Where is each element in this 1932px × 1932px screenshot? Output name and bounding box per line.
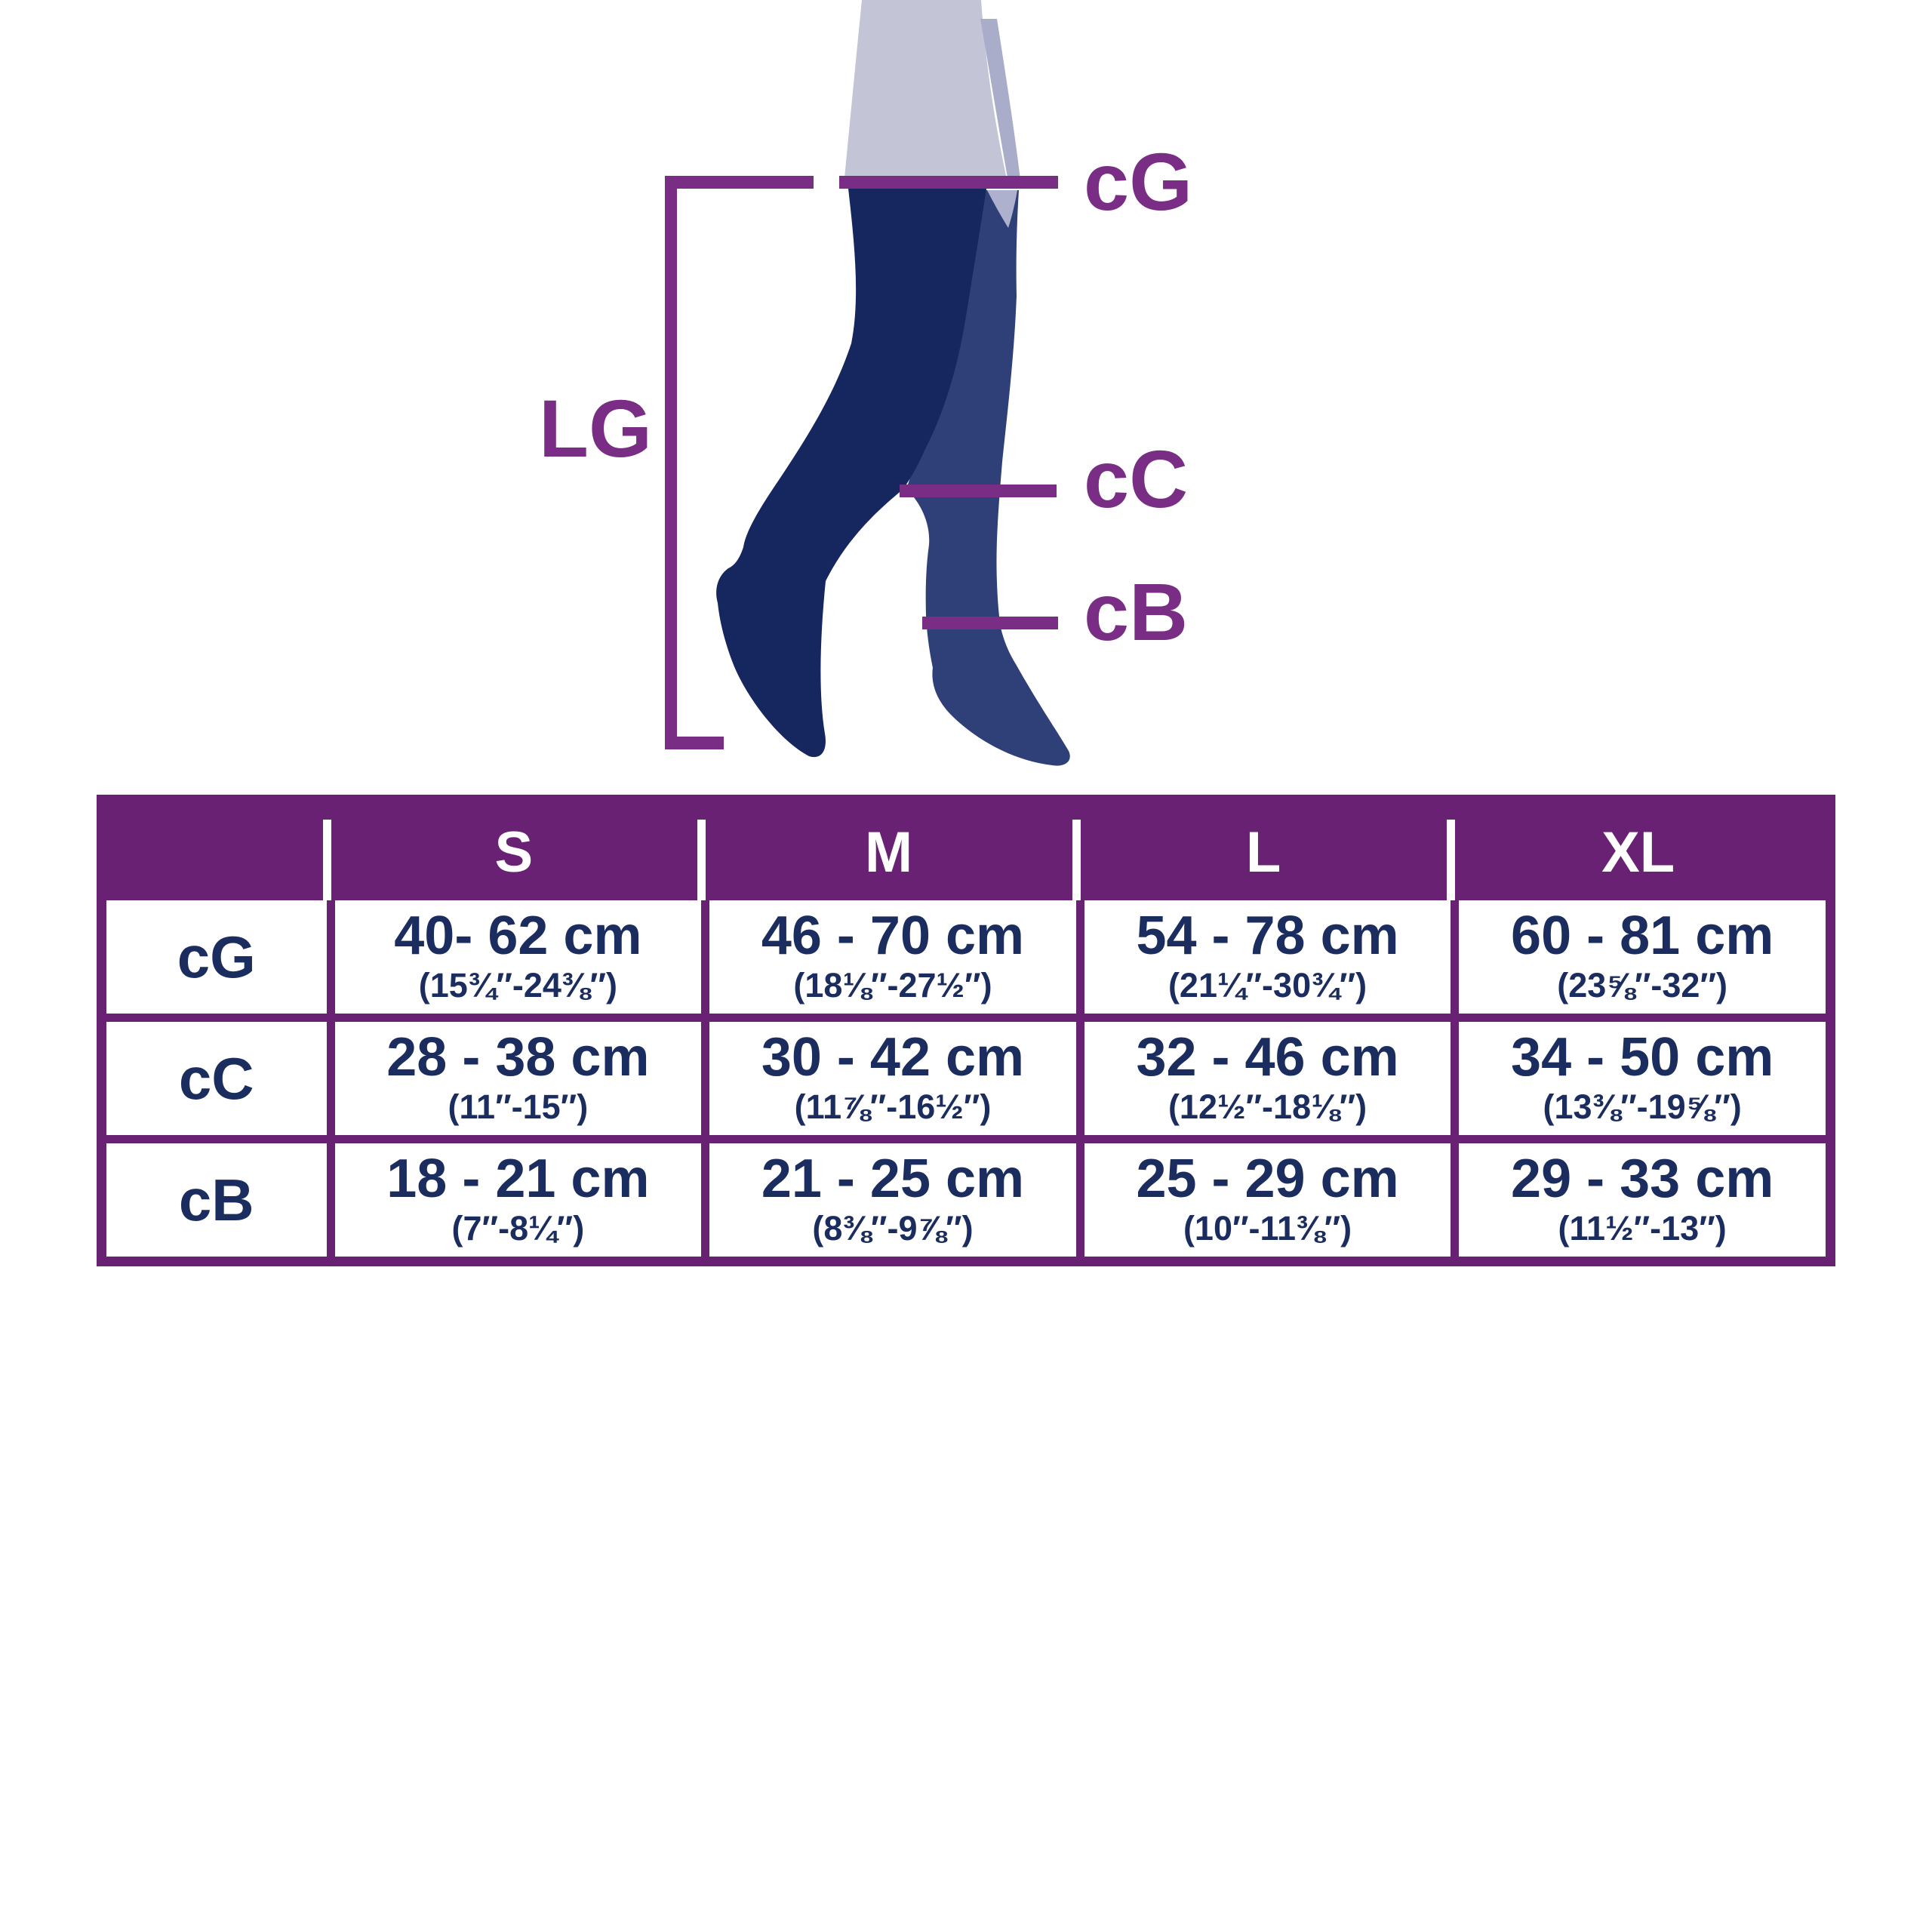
measurement-cell: 34 - 50 cm (13⅜″-19⅝″) [1451,1022,1826,1135]
table-row-cg: cG 40- 62 cm (15¾″-24⅜″) 46 - 70 cm (18⅛… [106,900,1826,1014]
measurement-cell: 54 - 78 cm (21¼″-30¾″) [1075,900,1451,1014]
column-header-empty [106,804,327,900]
lg-bracket-bottom-arm [665,737,724,749]
inch-value: (13⅜″-19⅝″) [1543,1087,1742,1126]
table-row-cb: cB 18 - 21 cm (7″-8¼″) 21 - 25 cm (8⅜″-9… [106,1135,1826,1257]
cm-value: 34 - 50 cm [1511,1027,1774,1088]
cc-measure-line [900,485,1057,497]
cg-measure-line [839,176,1058,189]
cm-value: 18 - 21 cm [386,1149,650,1210]
cg-label: cG [1084,136,1192,227]
cc-label: cC [1084,433,1188,525]
row-label-cg: cG [177,923,256,990]
table-row-cc: cC 28 - 38 cm (11″-15″) 30 - 42 cm (11⅞″… [106,1014,1826,1135]
inch-value: (10″-11⅜″) [1183,1208,1352,1247]
column-header-m: M [697,804,1076,900]
cm-value: 60 - 81 cm [1511,906,1774,967]
cm-value: 46 - 70 cm [761,906,1025,967]
lg-bracket-top-arm [671,176,814,189]
back-thigh-skin-sliver [987,190,1017,228]
measurement-cell: 18 - 21 cm (7″-8¼″) [326,1143,702,1257]
measurement-cell: 25 - 29 cm (10″-11⅜″) [1075,1143,1451,1257]
cm-value: 21 - 25 cm [761,1149,1025,1210]
measurement-cell: 28 - 38 cm (11″-15″) [326,1022,702,1135]
lg-bracket-vertical [665,176,677,749]
column-header-s: S [322,804,702,900]
back-thigh-skin-shadow [980,19,1021,186]
inch-value: (21¼″-30¾″) [1168,965,1367,1004]
legs-measurement-diagram: LG cG cC cB [539,0,1192,766]
inch-value: (15¾″-24⅜″) [418,965,617,1004]
inch-value: (11″-15″) [448,1087,589,1126]
measurement-cell: 46 - 70 cm (18⅛″-27½″) [701,900,1076,1014]
row-label-cb: cB [178,1166,254,1233]
inch-value: (8⅜″-9⅞″) [812,1208,974,1247]
inch-value: (11⅞″-16½″) [794,1087,992,1126]
measurement-cell: 60 - 81 cm (23⅝″-32″) [1451,900,1826,1014]
cm-value: 40- 62 cm [394,906,642,967]
measurement-cell: 40- 62 cm (15¾″-24⅜″) [326,900,702,1014]
cm-value: 32 - 46 cm [1136,1027,1399,1088]
row-label-cc: cC [178,1044,254,1112]
table-header-row: S M L XL [106,804,1826,900]
measurement-cell: 29 - 33 cm (11½″-13″) [1451,1143,1826,1257]
column-header-l: L [1072,804,1451,900]
cm-value: 28 - 38 cm [386,1027,650,1088]
size-table: S M L XL cG 40- 62 cm (15¾″-24⅜″) 46 - 7… [97,795,1835,1266]
thigh-skin [844,0,1008,186]
cm-value: 25 - 29 cm [1136,1149,1399,1210]
cb-measure-line [922,617,1058,629]
measurement-cell: 21 - 25 cm (8⅜″-9⅞″) [701,1143,1076,1257]
lg-label: LG [539,383,652,474]
cm-value: 54 - 78 cm [1136,906,1399,967]
front-leg-stocking [716,189,986,758]
inch-value: (7″-8¼″) [451,1208,585,1247]
inch-value: (11½″-13″) [1558,1208,1727,1247]
measurement-cell: 32 - 46 cm (12½″-18⅛″) [1075,1022,1451,1135]
column-header-xl: XL [1447,804,1826,900]
inch-value: (23⅝″-32″) [1557,965,1727,1004]
cm-value: 29 - 33 cm [1511,1149,1774,1210]
measurement-cell: 30 - 42 cm (11⅞″-16½″) [701,1022,1076,1135]
inch-value: (18⅛″-27½″) [793,965,992,1004]
inch-value: (12½″-18⅛″) [1168,1087,1367,1126]
cb-label: cB [1084,566,1188,657]
cm-value: 30 - 42 cm [761,1027,1025,1088]
